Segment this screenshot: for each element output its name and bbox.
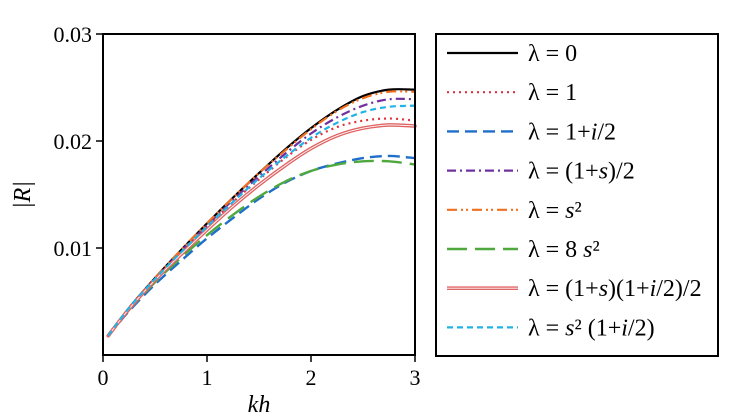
legend: λ = 0 λ = 1 λ = 1+i/2 λ = (1+s)/2 λ = s² λ = … (435, 33, 719, 357)
y-tick-label: 0.03 (54, 22, 93, 47)
series-line-2 (107, 117, 416, 337)
legend-label-5: λ = s² (528, 198, 582, 224)
series-line-3 (107, 154, 416, 337)
legend-label-3: λ = 1+i/2 (528, 119, 616, 145)
x-tick-label: 2 (306, 365, 317, 390)
y-axis-title: |R| (10, 181, 36, 209)
x-tick-label: 3 (410, 365, 421, 390)
x-tick-label: 0 (98, 365, 109, 390)
series-line-6 (107, 159, 416, 337)
legend-label-2: λ = 1 (528, 80, 577, 106)
x-axis-title: kh (248, 392, 271, 418)
series-line-7-inner (107, 124, 416, 337)
legend-label-8: λ = s² (1+i/2) (528, 315, 655, 341)
series-line-5 (107, 90, 416, 337)
plot-frame (102, 33, 416, 356)
y-tick-label: 0.01 (54, 236, 93, 261)
legend-label-7: λ = (1+s)(1+i/2)/2 (528, 276, 702, 302)
legend-label-1: λ = 0 (528, 41, 577, 67)
x-tick-label: 1 (202, 365, 213, 390)
legend-label-4: λ = (1+s)/2 (528, 159, 635, 185)
series-line-8 (107, 104, 416, 337)
plot-lines (106, 88, 417, 338)
x-axis: 0 1 2 3 (98, 355, 421, 390)
legend-frame (435, 33, 719, 357)
y-axis: 0.01 0.02 0.03 (54, 22, 103, 261)
series-line-7 (106, 123, 417, 338)
legend-label-6: λ = 8 s² (528, 237, 600, 263)
series-line-4 (107, 97, 416, 337)
y-tick-label: 0.02 (54, 129, 93, 154)
